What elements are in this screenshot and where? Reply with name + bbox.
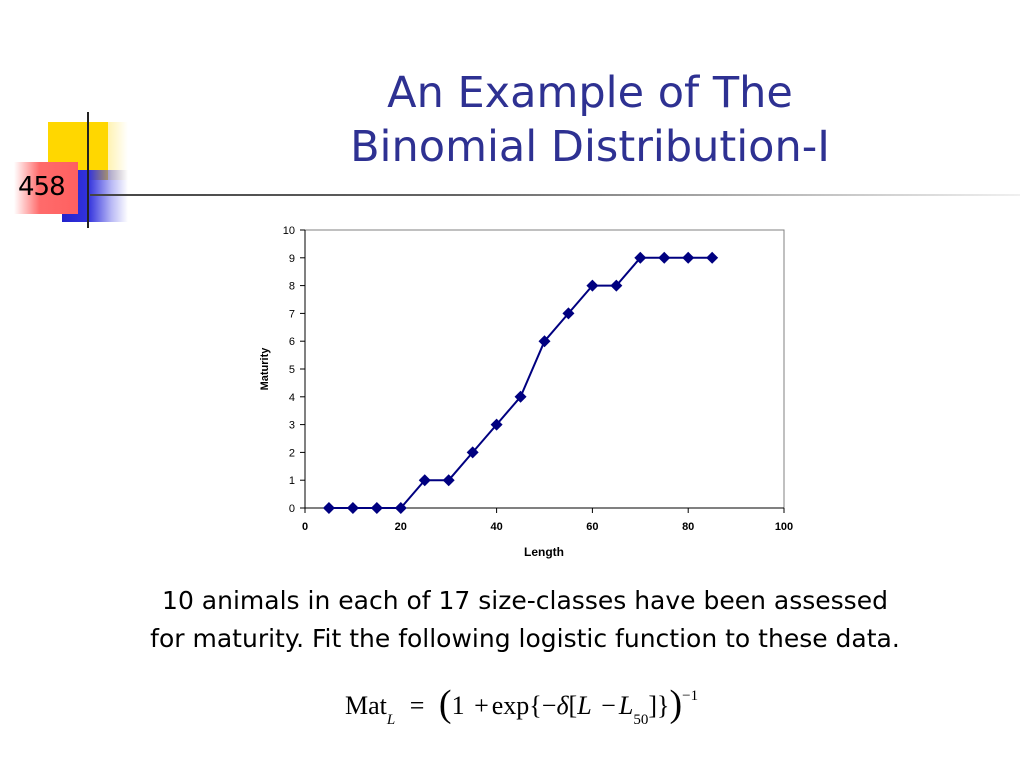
formula-power: −1 [682,688,699,704]
y-tick-label: 8 [289,281,295,293]
slide-number: 458 [18,172,66,202]
x-tick-label: 80 [682,521,694,533]
data-point [562,307,575,320]
data-point [442,474,455,487]
y-tick-label: 7 [289,308,295,320]
data-point [490,418,503,431]
data-point [610,279,623,292]
series-line [328,256,713,509]
formula-lhs: Mat [345,691,387,720]
y-tick-label: 1 [289,475,295,487]
formula-exp: exp{ [491,691,542,720]
formula-L50-sub: 50 [633,712,649,728]
formula-one: 1 [451,691,465,720]
decor-red-square [14,162,78,214]
y-tick-label: 2 [289,447,295,459]
y-tick-label: 9 [289,253,295,265]
y-tick-label: 6 [289,336,295,348]
data-point [658,251,671,264]
caption-line-2: for maturity. Fit the following logistic… [150,624,900,653]
x-tick-label: 60 [586,521,598,533]
y-tick-label: 4 [289,392,295,404]
data-point [634,251,647,264]
title-line-2: Binomial Distribution-I [350,122,830,172]
title-line-1: An Example of The [387,68,793,118]
data-point [514,390,527,403]
formula-paren-open: ( [438,683,452,725]
formula-equals: = [409,691,425,720]
y-tick-label: 3 [289,420,295,432]
formula-bracket: [ [568,691,578,720]
logistic-formula: MatL = (1 + exp{−δ[L − L50]})−1 [345,680,698,730]
data-point [394,502,407,514]
data-point [418,474,431,487]
caption-line-1: 10 animals in each of 17 size-classes ha… [162,586,888,615]
x-tick-label: 40 [490,521,502,533]
data-point [322,502,335,514]
formula-L50: L [618,691,634,720]
formula-paren-close: ) [669,683,683,725]
formula-lhs-sub: L [386,712,396,728]
x-tick-label: 100 [775,521,793,533]
data-point [682,251,695,264]
y-tick-label: 10 [283,225,295,237]
plot-area [304,229,785,509]
y-axis-label: Maturity [259,347,271,391]
formula-plus: + [474,691,489,720]
data-point [466,446,479,459]
chart-series [322,251,719,514]
formula-minus-2: − [601,691,616,720]
data-point [538,335,551,348]
formula-close: ]} [648,691,670,720]
x-tick-label: 20 [395,521,407,533]
data-point [706,251,719,264]
y-tick-label: 0 [289,503,295,515]
formula-L: L [577,691,592,720]
formula-minus: − [541,691,557,720]
title-underline [90,194,1020,196]
data-point [370,502,383,514]
x-axis-label: Length [524,545,564,559]
formula-delta: δ [556,691,569,720]
slide-title: An Example of The Binomial Distribution-… [260,66,920,174]
data-point [586,279,599,292]
decor-vertical-line [87,112,89,228]
data-point [346,502,359,514]
y-tick-label: 5 [289,364,295,376]
caption: 10 animals in each of 17 size-classes ha… [40,582,1010,658]
x-tick-label: 0 [302,521,308,533]
